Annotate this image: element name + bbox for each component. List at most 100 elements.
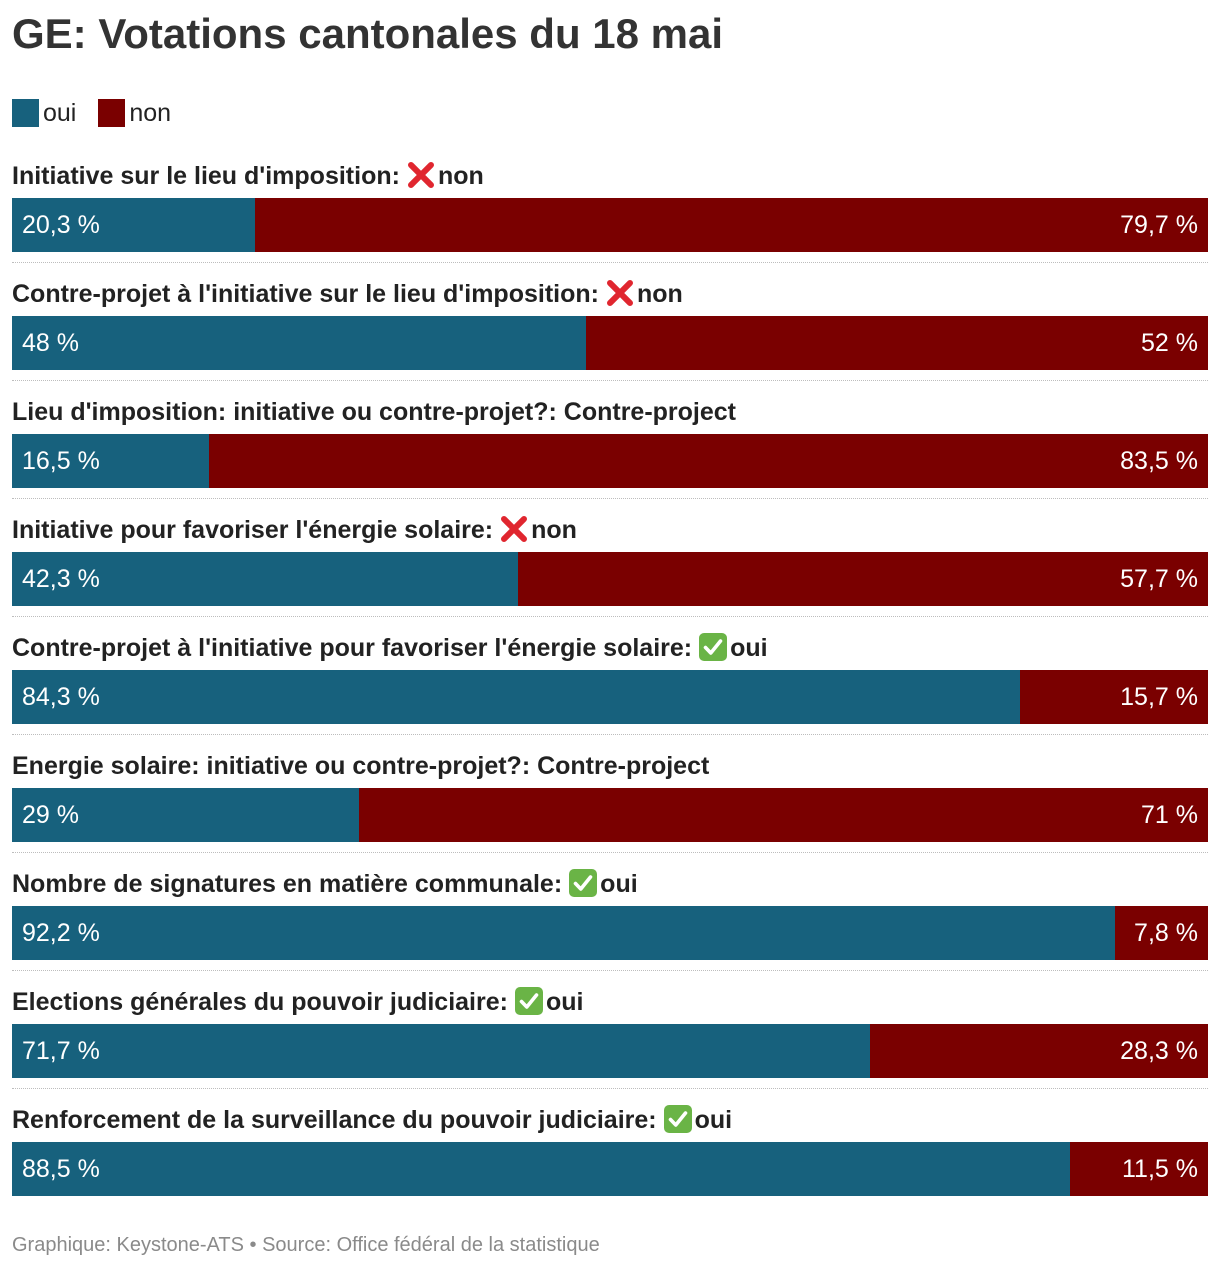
chart-row: Nombre de signatures en matière communal… — [12, 862, 1208, 980]
bar-value-oui: 71,7 % — [22, 1037, 100, 1065]
cross-mark-icon — [606, 280, 633, 306]
row-label: Lieu d'imposition: initiative ou contre-… — [12, 394, 736, 430]
chart-row: Initiative pour favoriser l'énergie sola… — [12, 508, 1208, 626]
row-label-text: Initiative pour favoriser l'énergie sola… — [12, 516, 494, 544]
bar-segment-oui: 71,7 % — [12, 1024, 870, 1078]
bar-value-non: 15,7 % — [1120, 683, 1198, 711]
legend-swatch-non — [98, 99, 126, 127]
row-label-text: Contre-projet à l'initiative pour favori… — [12, 634, 693, 662]
row-label-text: Elections générales du pouvoir judiciair… — [12, 988, 508, 1016]
check-mark-icon — [699, 633, 728, 661]
cross-mark-icon — [407, 162, 434, 188]
row-label: Contre-projet à l'initiative sur le lieu… — [12, 276, 683, 312]
stacked-bar: 48 % 52 % — [12, 316, 1208, 370]
row-divider — [12, 262, 1208, 263]
bar-segment-oui: 16,5 % — [12, 434, 210, 488]
bar-value-oui: 48 % — [22, 329, 79, 357]
bar-segment-non: 15,7 % — [1020, 670, 1208, 724]
stacked-bar: 92,2 % 7,8 % — [12, 906, 1208, 960]
row-label-text: Lieu d'imposition: initiative ou contre-… — [12, 398, 736, 426]
cross-mark-icon — [501, 516, 528, 542]
bar-segment-non: 28,3 % — [869, 1024, 1208, 1078]
chart-footer: Graphique: Keystone-ATS • Source: Office… — [12, 1234, 600, 1256]
row-divider — [12, 616, 1208, 617]
bar-segment-non: 11,5 % — [1070, 1142, 1208, 1196]
bar-segment-oui: 42,3 % — [12, 552, 518, 606]
legend-item-non: non — [98, 99, 171, 128]
bar-value-oui: 16,5 % — [22, 447, 100, 475]
bar-segment-oui: 20,3 % — [12, 198, 255, 252]
row-label: Contre-projet à l'initiative pour favori… — [12, 630, 768, 666]
chart-row: Renforcement de la surveillance du pouvo… — [12, 1098, 1208, 1216]
row-result-text: oui — [600, 870, 638, 898]
row-divider — [12, 970, 1208, 971]
row-label: Elections générales du pouvoir judiciair… — [12, 984, 583, 1020]
row-label: Nombre de signatures en matière communal… — [12, 866, 638, 902]
bar-value-non: 79,7 % — [1120, 211, 1198, 239]
row-label-text: Contre-projet à l'initiative sur le lieu… — [12, 280, 599, 308]
row-divider — [12, 734, 1208, 735]
chart-row: Contre-projet à l'initiative sur le lieu… — [12, 272, 1208, 390]
bar-segment-non: 79,7 % — [254, 198, 1208, 252]
row-result-text: oui — [730, 634, 768, 662]
bar-segment-oui: 48 % — [12, 316, 587, 370]
bar-segment-non: 57,7 % — [517, 552, 1208, 606]
legend-label-non: non — [129, 98, 172, 127]
bar-value-oui: 20,3 % — [22, 211, 100, 239]
stacked-bar: 84,3 % 15,7 % — [12, 670, 1208, 724]
row-label-text: Nombre de signatures en matière communal… — [12, 870, 563, 898]
legend-swatch-oui — [12, 99, 39, 127]
chart-row: Initiative sur le lieu d'imposition: non 2… — [12, 154, 1208, 272]
bar-segment-oui: 29 % — [12, 788, 359, 842]
bar-segment-non: 7,8 % — [1114, 906, 1208, 960]
stacked-bar: 71,7 % 28,3 % — [12, 1024, 1208, 1078]
bar-segment-oui: 92,2 % — [12, 906, 1115, 960]
chart-rows: Initiative sur le lieu d'imposition: non 2… — [12, 154, 1208, 1216]
chart-row: Contre-projet à l'initiative pour favori… — [12, 626, 1208, 744]
row-label-text: Renforcement de la surveillance du pouvo… — [12, 1106, 657, 1134]
row-divider — [12, 380, 1208, 381]
legend-item-oui: oui — [12, 99, 76, 128]
check-mark-icon — [514, 987, 543, 1015]
chart-row: Energie solaire: initiative ou contre-pr… — [12, 744, 1208, 862]
bar-segment-oui: 88,5 % — [12, 1142, 1071, 1196]
bar-segment-non: 71 % — [358, 788, 1208, 842]
row-label: Energie solaire: initiative ou contre-pr… — [12, 748, 709, 784]
bar-value-non: 71 % — [1141, 801, 1198, 829]
row-result-text: non — [531, 516, 577, 544]
bar-value-non: 83,5 % — [1120, 447, 1198, 475]
row-label: Renforcement de la surveillance du pouvo… — [12, 1102, 732, 1138]
bar-value-oui: 42,3 % — [22, 565, 100, 593]
row-label-text: Initiative sur le lieu d'imposition: — [12, 162, 400, 190]
stacked-bar: 88,5 % 11,5 % — [12, 1142, 1208, 1196]
bar-value-non: 52 % — [1141, 329, 1198, 357]
stacked-bar: 29 % 71 % — [12, 788, 1208, 842]
bar-value-non: 28,3 % — [1120, 1037, 1198, 1065]
stacked-bar: 42,3 % 57,7 % — [12, 552, 1208, 606]
bar-segment-oui: 84,3 % — [12, 670, 1021, 724]
row-result-text: oui — [694, 1106, 733, 1134]
chart-row: Elections générales du pouvoir judiciair… — [12, 980, 1208, 1098]
chart-title: GE: Votations cantonales du 18 mai — [12, 10, 724, 57]
legend-label-oui: oui — [43, 98, 77, 127]
bar-value-non: 57,7 % — [1120, 565, 1198, 593]
bar-value-oui: 92,2 % — [22, 919, 100, 947]
row-label: Initiative pour favoriser l'énergie sola… — [12, 512, 577, 548]
row-result-text: non — [636, 280, 683, 308]
legend: oui non — [12, 97, 193, 129]
chart-row: Lieu d'imposition: initiative ou contre-… — [12, 390, 1208, 508]
row-result-text: non — [437, 162, 484, 190]
row-divider — [12, 852, 1208, 853]
check-mark-icon — [663, 1105, 692, 1133]
bar-value-non: 7,8 % — [1134, 919, 1198, 947]
row-result-text: oui — [545, 988, 584, 1016]
bar-value-oui: 88,5 % — [22, 1155, 100, 1183]
bar-value-non: 11,5 % — [1122, 1155, 1198, 1183]
bar-value-oui: 29 % — [22, 801, 79, 829]
row-divider — [12, 1088, 1208, 1089]
bar-value-oui: 84,3 % — [22, 683, 100, 711]
row-label: Initiative sur le lieu d'imposition: non — [12, 158, 484, 194]
check-mark-icon — [569, 869, 598, 897]
stacked-bar: 16,5 % 83,5 % — [12, 434, 1208, 488]
row-label-text: Energie solaire: initiative ou contre-pr… — [12, 752, 710, 780]
